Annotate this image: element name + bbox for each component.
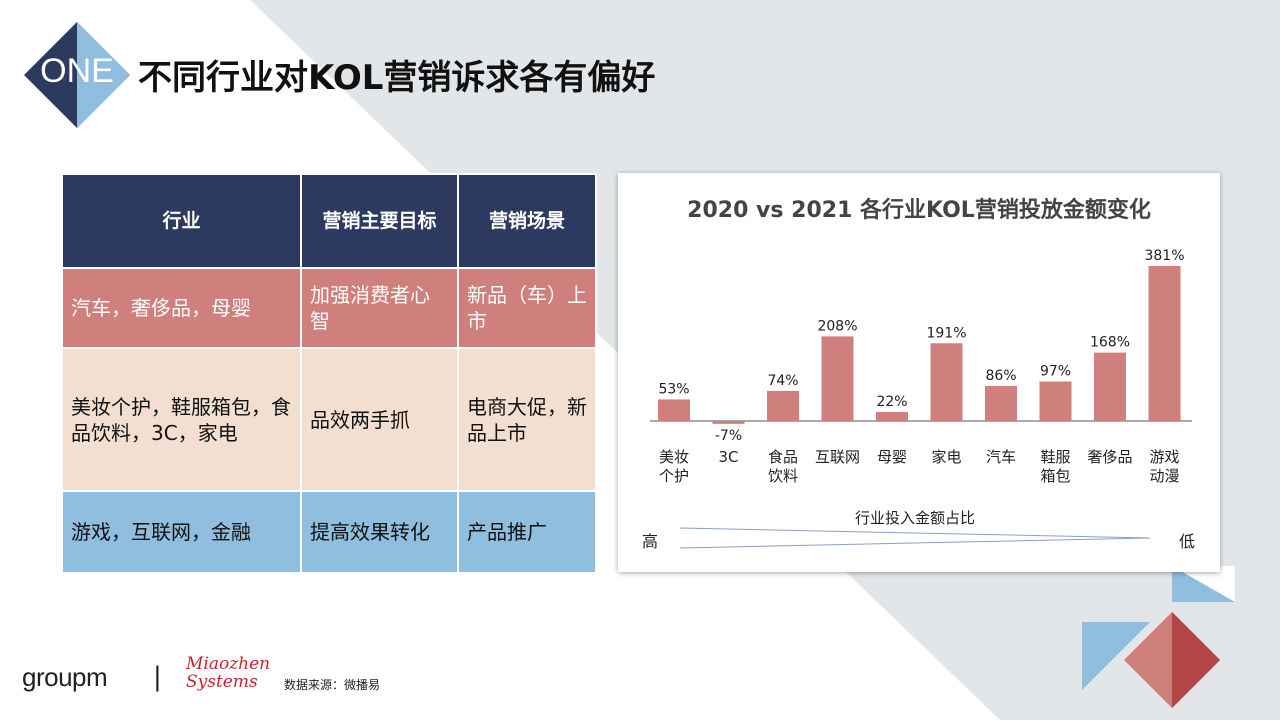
miaozhen-logo: Miaozhen Systems bbox=[186, 654, 271, 692]
table-cell: 新品（车）上市 bbox=[457, 267, 597, 349]
bar bbox=[876, 412, 908, 421]
share-high-label: 高 bbox=[642, 532, 658, 551]
table-header: 营销场景 bbox=[457, 173, 597, 269]
chart-title: 2020 vs 2021 各行业KOL营销投放金额变化 bbox=[687, 198, 1151, 223]
table-row: 汽车，奢侈品，母婴 加强消费者心智 新品（车）上市 bbox=[61, 267, 597, 349]
data-label: -7% bbox=[715, 428, 742, 444]
table-cell: 提高效果转化 bbox=[300, 490, 459, 574]
data-label: 53% bbox=[658, 381, 689, 397]
category-label: 鞋服 bbox=[1040, 448, 1070, 466]
data-label: 168% bbox=[1090, 335, 1130, 351]
bar bbox=[930, 343, 963, 421]
data-label: 208% bbox=[817, 318, 857, 334]
table-cell: 电商大促，新品上市 bbox=[457, 347, 597, 492]
table-cell: 加强消费者心智 bbox=[300, 267, 459, 349]
share-wedge-top bbox=[679, 527, 1151, 539]
category-label: 3C bbox=[718, 448, 738, 466]
bar bbox=[1039, 381, 1072, 421]
category-label: 奢侈品 bbox=[1087, 448, 1132, 466]
category-label: 汽车 bbox=[986, 448, 1016, 466]
share-annotation-label: 行业投入金额占比 bbox=[855, 509, 975, 527]
bar bbox=[1148, 266, 1181, 421]
category-label: 美妆 bbox=[659, 448, 689, 466]
category-label: 母婴 bbox=[877, 448, 907, 466]
share-low-label: 低 bbox=[1179, 532, 1195, 551]
bar bbox=[985, 386, 1017, 421]
table-header-row: 行业 营销主要目标 营销场景 bbox=[61, 173, 597, 269]
groupm-logo: groupm bbox=[22, 662, 108, 692]
table-cell: 品效两手抓 bbox=[300, 347, 459, 492]
logo-separator: | bbox=[153, 662, 162, 692]
bar bbox=[712, 421, 745, 424]
table-cell: 汽车，奢侈品，母婴 bbox=[61, 267, 302, 349]
table-cell: 美妆个护，鞋服箱包，食品饮料，3C，家电 bbox=[61, 347, 302, 492]
category-label: 动漫 bbox=[1149, 467, 1179, 485]
table-cell: 游戏，互联网，金融 bbox=[61, 490, 302, 574]
data-label: 381% bbox=[1144, 248, 1184, 264]
data-label: 22% bbox=[876, 394, 907, 410]
data-source: 数据来源：微播易 bbox=[284, 678, 381, 692]
bar bbox=[1094, 352, 1126, 421]
data-label: 74% bbox=[767, 373, 798, 389]
category-label: 游戏 bbox=[1149, 448, 1179, 466]
category-label: 箱包 bbox=[1040, 467, 1070, 485]
data-label: 86% bbox=[985, 368, 1016, 384]
bar bbox=[767, 390, 799, 421]
data-label: 191% bbox=[926, 325, 966, 341]
industry-table: 行业 营销主要目标 营销场景 汽车，奢侈品，母婴 加强消费者心智 新品（车）上市… bbox=[61, 173, 597, 574]
category-label: 互联网 bbox=[815, 448, 860, 466]
share-wedge-bottom bbox=[679, 537, 1151, 549]
table-row: 美妆个护，鞋服箱包，食品饮料，3C，家电 品效两手抓 电商大促，新品上市 bbox=[61, 347, 597, 492]
category-label: 食品 bbox=[768, 448, 798, 466]
data-label: 97% bbox=[1040, 364, 1071, 380]
badge-diamond-icon bbox=[24, 22, 130, 128]
table-header: 行业 bbox=[61, 173, 302, 269]
category-label: 个护 bbox=[659, 467, 689, 485]
table-row: 游戏，互联网，金融 提高效果转化 产品推广 bbox=[61, 490, 597, 574]
category-label: 家电 bbox=[931, 448, 961, 466]
page-title: 不同行业对KOL营销诉求各有偏好 bbox=[138, 58, 656, 98]
category-label: 饮料 bbox=[768, 467, 798, 485]
table-cell: 产品推广 bbox=[457, 490, 597, 574]
bar bbox=[821, 336, 854, 421]
badge-label: ONE bbox=[40, 52, 114, 90]
table-header: 营销主要目标 bbox=[300, 173, 459, 269]
bar bbox=[658, 399, 690, 421]
